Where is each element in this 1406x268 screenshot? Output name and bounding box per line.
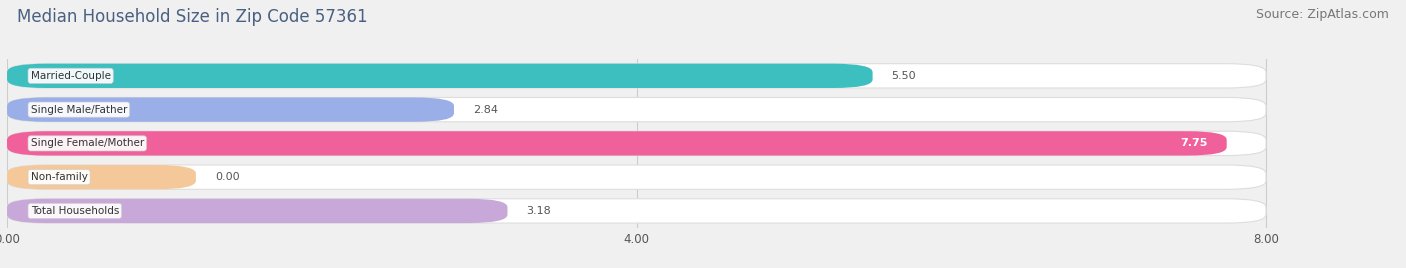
FancyBboxPatch shape [7,131,1226,155]
FancyBboxPatch shape [7,98,454,122]
Text: 2.84: 2.84 [472,105,498,115]
FancyBboxPatch shape [7,199,508,223]
Text: 5.50: 5.50 [891,71,917,81]
Text: Total Households: Total Households [31,206,120,216]
Text: 0.00: 0.00 [215,172,239,182]
FancyBboxPatch shape [7,64,1265,88]
FancyBboxPatch shape [7,98,1265,122]
FancyBboxPatch shape [7,131,1265,155]
Text: Non-family: Non-family [31,172,87,182]
Text: Single Male/Father: Single Male/Father [31,105,127,115]
FancyBboxPatch shape [7,199,1265,223]
Text: 7.75: 7.75 [1181,138,1208,148]
FancyBboxPatch shape [7,165,1265,189]
Text: Median Household Size in Zip Code 57361: Median Household Size in Zip Code 57361 [17,8,367,26]
Text: Source: ZipAtlas.com: Source: ZipAtlas.com [1256,8,1389,21]
FancyBboxPatch shape [7,165,195,189]
Text: Single Female/Mother: Single Female/Mother [31,138,143,148]
Text: 3.18: 3.18 [526,206,551,216]
FancyBboxPatch shape [7,64,873,88]
Text: Married-Couple: Married-Couple [31,71,111,81]
